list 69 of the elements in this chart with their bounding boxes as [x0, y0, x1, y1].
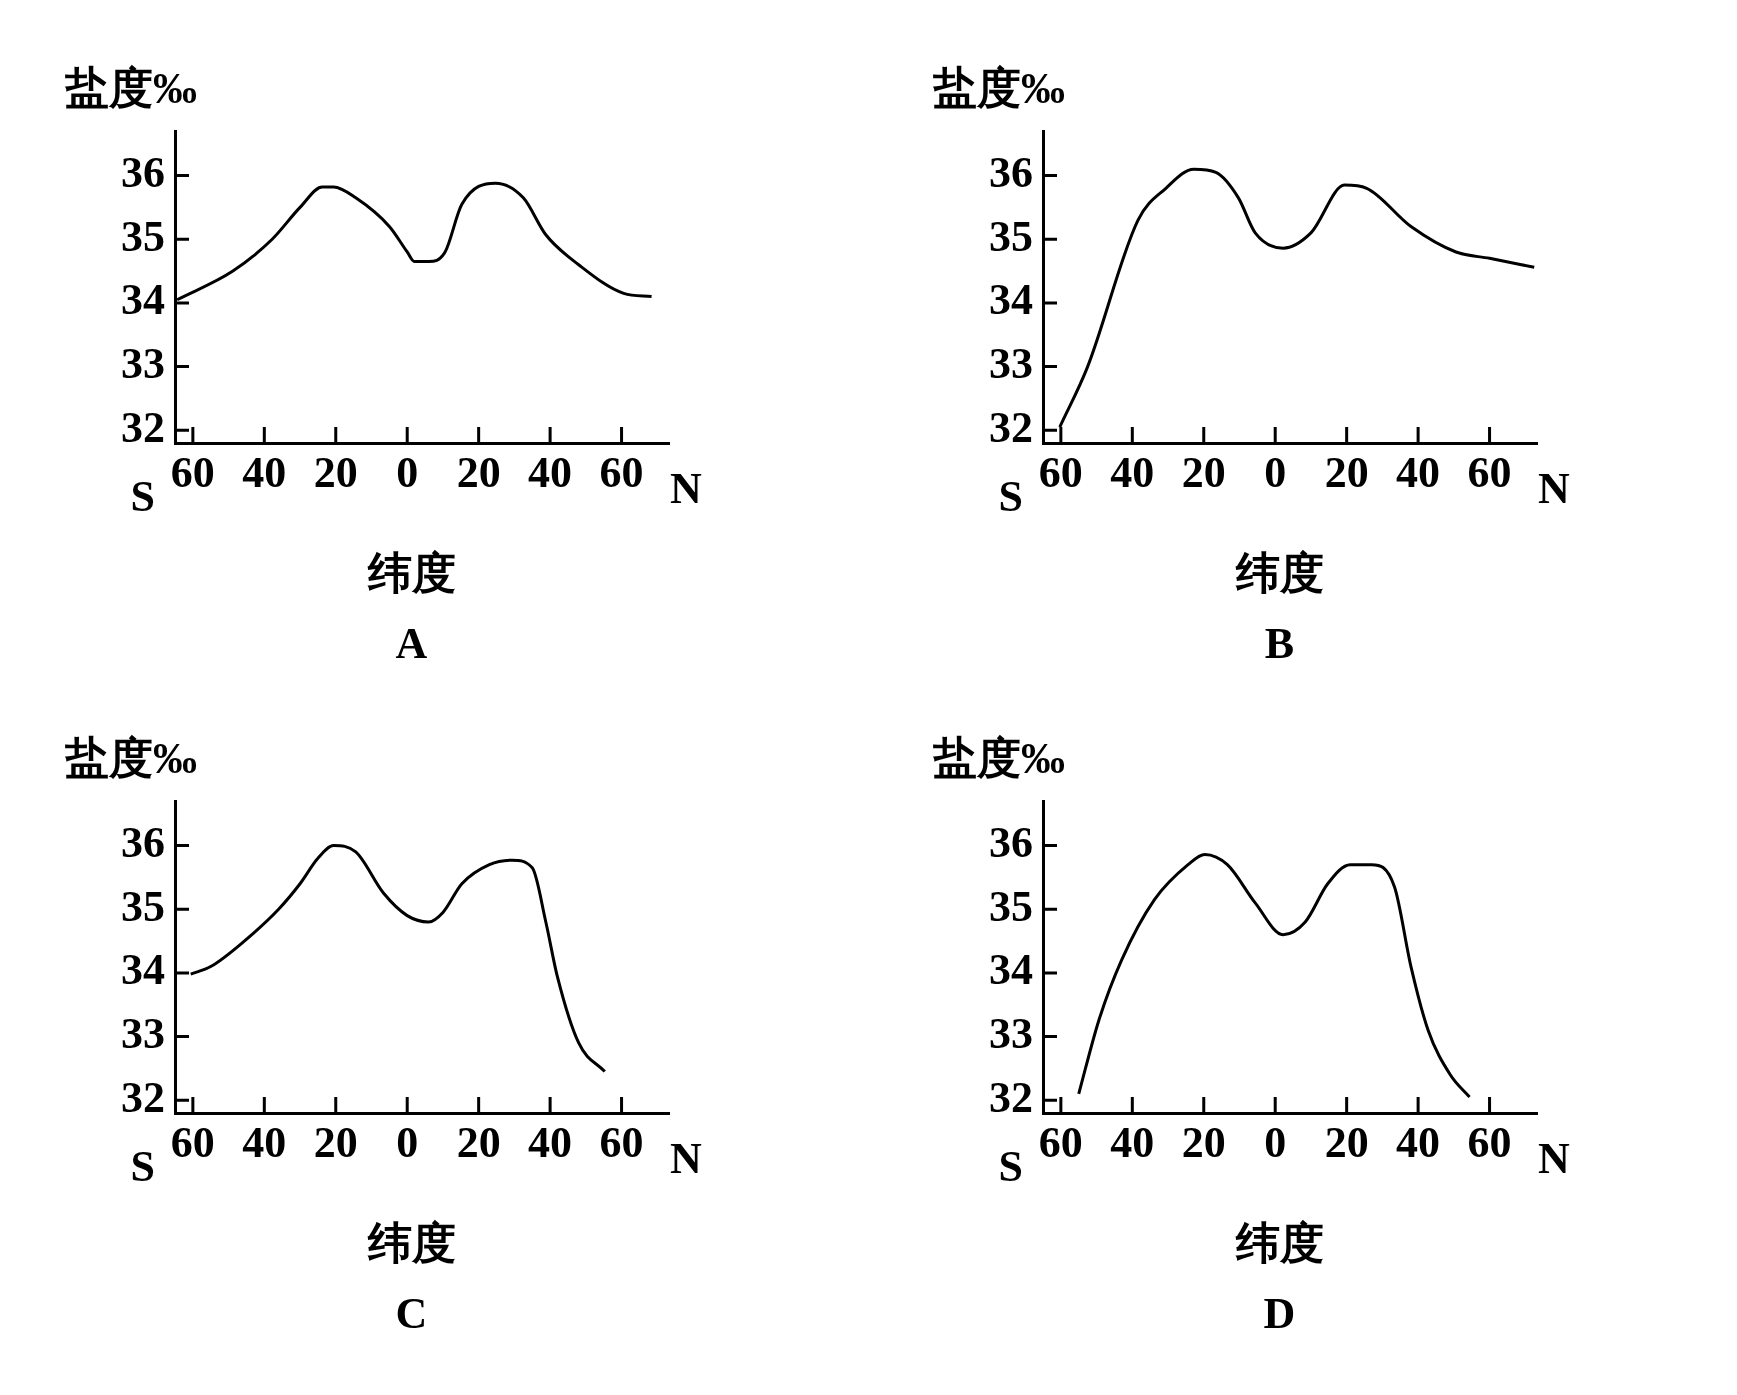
y-tick-label: 35 — [121, 211, 165, 261]
y-tick-label: 32 — [121, 1072, 165, 1122]
y-tick-label: 34 — [121, 945, 165, 995]
x-tick-label: 20 — [1181, 1117, 1226, 1167]
x-tick-label: 40 — [242, 447, 287, 497]
text: C — [395, 1289, 428, 1338]
x-tick-label: 40 — [1396, 447, 1441, 497]
x-tick-label: 0 — [1264, 447, 1287, 497]
x-tick-label: 20 — [1181, 447, 1226, 497]
text: S — [130, 1142, 155, 1191]
y-tick-label: 33 — [989, 1008, 1033, 1058]
y-axis-title: 盐度‰ — [932, 734, 1065, 783]
text: N — [670, 1134, 702, 1183]
y-tick-label: 35 — [121, 881, 165, 931]
x-tick-label: 40 — [1110, 447, 1155, 497]
x-tick-label: 60 — [1038, 1117, 1083, 1167]
x-tick-label: 60 — [1467, 1117, 1512, 1167]
x-tick-label: 60 — [599, 447, 644, 497]
x-tick-label: 40 — [528, 1117, 573, 1167]
y-tick-label: 35 — [989, 881, 1033, 931]
x-tick-label: 60 — [170, 447, 215, 497]
x-axis-title: 纬度 — [1234, 1219, 1324, 1268]
x-tick-label: 20 — [1324, 1117, 1369, 1167]
line-series — [1077, 852, 1472, 1099]
x-tick-label: 20 — [313, 447, 358, 497]
x-tick-label: 40 — [242, 1117, 287, 1167]
y-tick-label: 35 — [989, 211, 1033, 261]
x-tick-label: 20 — [456, 447, 501, 497]
x-tick-label: 20 — [456, 1117, 501, 1167]
text: S — [998, 472, 1023, 521]
x-tick-label: 60 — [170, 1117, 215, 1167]
y-tick-label: 36 — [989, 817, 1033, 867]
y-tick-label: 36 — [121, 817, 165, 867]
y-tick-label: 33 — [989, 338, 1033, 388]
y-tick-label: 33 — [121, 1008, 165, 1058]
y-tick-label: 32 — [989, 402, 1033, 452]
text: S — [130, 472, 155, 521]
text: N — [670, 464, 702, 513]
x-tick-label: 60 — [1467, 447, 1512, 497]
x-tick-label: 20 — [313, 1117, 358, 1167]
x-tick-label: 0 — [396, 1117, 419, 1167]
y-tick-label: 32 — [989, 1072, 1033, 1122]
y-tick-label: 34 — [989, 945, 1033, 995]
y-tick-label: 33 — [121, 338, 165, 388]
x-tick-label: 40 — [1110, 1117, 1155, 1167]
y-axis-title: 盐度‰ — [64, 734, 197, 783]
y-axis-title: 盐度‰ — [932, 64, 1065, 113]
x-axis-title: 纬度 — [366, 1219, 456, 1268]
y-tick-label: 36 — [989, 147, 1033, 197]
x-tick-label: 60 — [1038, 447, 1083, 497]
x-tick-label: 40 — [528, 447, 573, 497]
y-tick-label: 34 — [121, 275, 165, 325]
text: N — [1538, 464, 1570, 513]
y-tick-label: 34 — [989, 275, 1033, 325]
text: S — [998, 1142, 1023, 1191]
x-tick-label: 0 — [396, 447, 419, 497]
text: B — [1264, 619, 1295, 668]
text: A — [395, 619, 428, 668]
text: D — [1263, 1289, 1296, 1338]
y-tick-label: 32 — [121, 402, 165, 452]
y-axis-title: 盐度‰ — [64, 64, 197, 113]
x-tick-label: 20 — [1324, 447, 1369, 497]
x-axis-title: 纬度 — [1234, 549, 1324, 598]
x-axis-title: 纬度 — [366, 549, 456, 598]
x-tick-label: 0 — [1264, 1117, 1287, 1167]
text: N — [1538, 1134, 1570, 1183]
x-tick-label: 40 — [1396, 1117, 1441, 1167]
y-tick-label: 36 — [121, 147, 165, 197]
x-tick-label: 60 — [599, 1117, 644, 1167]
